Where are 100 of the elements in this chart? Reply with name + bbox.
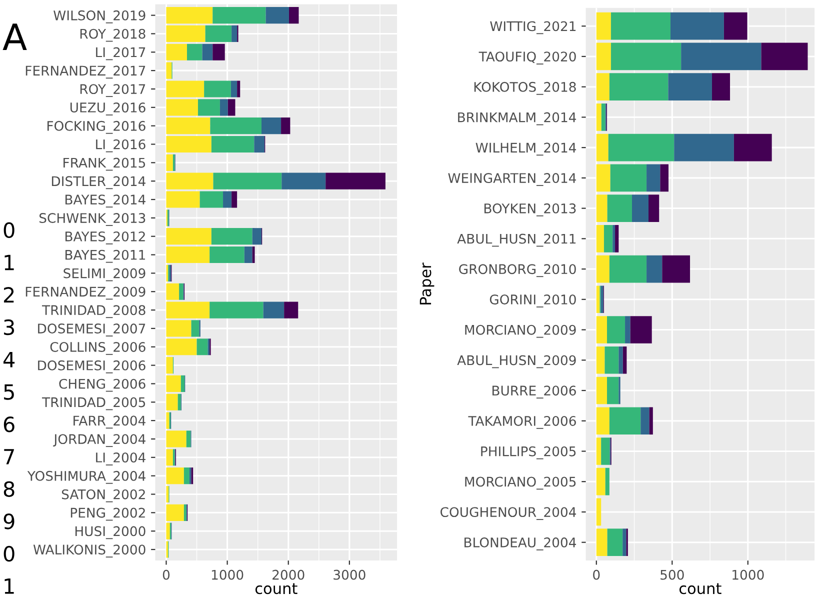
bar xyxy=(596,42,611,70)
bar xyxy=(211,136,254,153)
y-tick-label: MORCIANO_2009 xyxy=(465,324,576,338)
bar xyxy=(166,394,178,410)
bar xyxy=(166,504,184,521)
y-tick-label: YOSHIMURA_2004 xyxy=(27,470,146,484)
bar xyxy=(191,320,200,337)
y-tick-label: DOSEMESI_2006 xyxy=(38,360,146,374)
bar xyxy=(609,73,668,100)
bar xyxy=(210,302,264,318)
bar xyxy=(596,498,602,526)
x-axis-title: count xyxy=(679,583,722,594)
y-tick-label: BLONDEAU_2004 xyxy=(464,537,576,550)
bar xyxy=(615,225,619,252)
bar xyxy=(681,42,762,70)
bar xyxy=(166,154,173,171)
y-tick-label: GRONBORG_2010 xyxy=(459,264,576,278)
bar xyxy=(252,246,255,264)
bar xyxy=(596,528,608,556)
bar xyxy=(596,438,602,465)
bar xyxy=(632,194,649,222)
y-tick-label: BAYES_2014 xyxy=(65,194,146,208)
bar xyxy=(668,73,712,100)
bar xyxy=(646,255,662,283)
y-tick-label: UEZU_2016 xyxy=(70,102,146,116)
bar xyxy=(186,430,191,448)
bar xyxy=(186,44,202,60)
bar xyxy=(601,104,606,131)
bar xyxy=(622,528,626,556)
y-tick-label: TRINIDAD_2005 xyxy=(42,397,146,410)
bar xyxy=(674,134,734,162)
bar xyxy=(610,12,670,40)
bar xyxy=(608,134,674,162)
bar xyxy=(254,136,265,153)
bar xyxy=(630,316,652,344)
bar xyxy=(282,172,326,190)
text: 2 xyxy=(4,287,14,302)
y-axis-title: Paper xyxy=(420,262,434,304)
bar xyxy=(220,99,228,116)
bar xyxy=(609,407,641,435)
bar xyxy=(166,7,213,24)
x-tick-label: 0 xyxy=(162,570,170,580)
bar xyxy=(596,407,610,435)
bar xyxy=(178,394,181,410)
text: 1 xyxy=(4,254,14,270)
y-tick-label: MORCIANO_2005 xyxy=(465,476,576,490)
y-tick-label: COUGHENOUR_2004 xyxy=(440,507,576,520)
bar xyxy=(196,338,208,356)
bar xyxy=(712,73,730,100)
bar xyxy=(622,346,627,374)
bar xyxy=(660,164,669,192)
y-tick-label: LI_2016 xyxy=(96,139,146,152)
x-axis-title: count xyxy=(255,583,298,594)
bar xyxy=(230,80,238,98)
y-tick-label: ABUL_HUSN_2011 xyxy=(457,234,576,247)
bar xyxy=(166,136,212,153)
bar xyxy=(281,118,290,134)
bar xyxy=(596,286,600,314)
bar xyxy=(618,346,623,374)
y-tick-label: SATON_2002 xyxy=(62,489,145,502)
y-tick-label: LI_2004 xyxy=(96,452,146,466)
bar xyxy=(326,172,386,190)
bar xyxy=(610,164,647,192)
bar xyxy=(649,407,653,435)
bar xyxy=(607,194,632,222)
bar xyxy=(237,80,240,98)
x-tick-label: 0 xyxy=(593,570,600,580)
y-tick-label: TAOUFIQ_2020 xyxy=(478,52,576,64)
x-tick-label: 1000 xyxy=(732,570,764,580)
y-tick-label: BAYES_2011 xyxy=(65,250,145,263)
y-tick-label: LI_2017 xyxy=(96,47,146,60)
bar xyxy=(166,118,210,134)
bar xyxy=(648,194,660,222)
bar xyxy=(166,44,187,60)
y-tick-label: FERNANDEZ_2017 xyxy=(26,66,146,79)
y-tick-label: ROY_2018 xyxy=(80,28,146,42)
y-tick-label: BAYES_2012 xyxy=(65,231,145,244)
bar xyxy=(596,316,607,344)
y-tick-label: WILSON_2019 xyxy=(54,10,146,24)
bar xyxy=(184,504,186,521)
y-tick-label: PHILLIPS_2005 xyxy=(481,446,576,460)
bar xyxy=(166,246,210,264)
bar xyxy=(284,302,298,318)
bar xyxy=(223,191,232,208)
text: 6 xyxy=(4,416,14,432)
bar xyxy=(610,42,682,70)
y-tick-label: FRANK_2015 xyxy=(64,158,146,171)
text: 0 xyxy=(4,222,14,238)
y-tick-label: PENG_2002 xyxy=(70,508,145,521)
bar xyxy=(600,286,604,314)
text: 1 xyxy=(4,578,14,594)
bar xyxy=(761,42,808,70)
bar xyxy=(604,225,613,252)
text: 0 xyxy=(4,546,14,562)
bar xyxy=(596,255,610,283)
y-tick-label: WITTIG_2021 xyxy=(490,21,576,34)
bar xyxy=(244,246,252,264)
y-tick-label: CHENG_2006 xyxy=(59,378,146,392)
bar xyxy=(646,164,660,192)
bar xyxy=(596,12,611,40)
